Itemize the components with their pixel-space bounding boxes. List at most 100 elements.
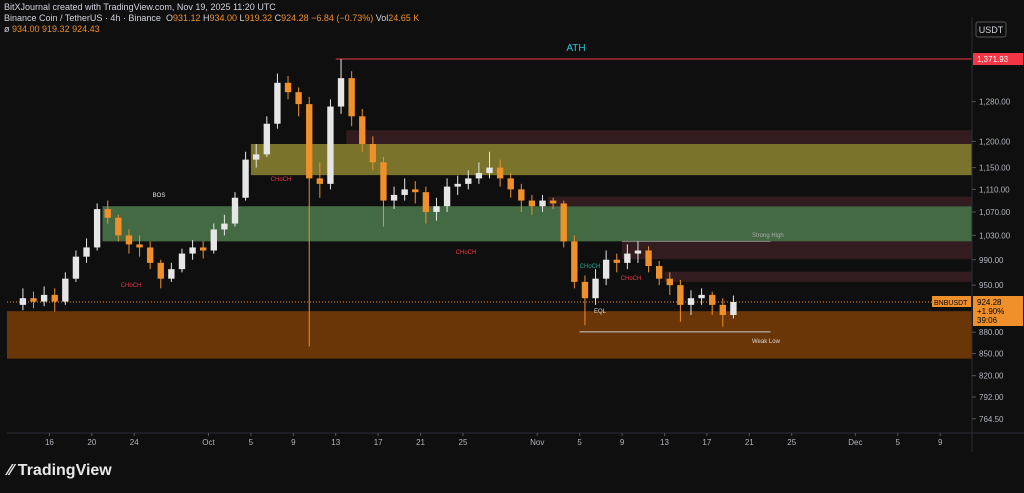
zone: [7, 311, 972, 359]
candle-body: [231, 197, 239, 224]
candle-body: [104, 209, 111, 218]
candle-body: [40, 294, 48, 302]
x-tick-label: 24: [130, 438, 139, 447]
x-tick-label: 9: [620, 438, 625, 447]
zone: [622, 241, 972, 260]
candle-body: [677, 285, 684, 305]
candle-body: [655, 265, 663, 279]
candle-body: [19, 298, 27, 305]
x-tick-label: 13: [331, 438, 340, 447]
ohlc-row: Binance Coin / TetherUS · 4h · Binance O…: [4, 13, 419, 24]
price-tag-label: 924.28: [977, 298, 1002, 307]
choch-label: CHoCH: [580, 264, 601, 270]
candle-body: [422, 192, 430, 212]
candle-body: [168, 269, 175, 279]
indicator-row: ø 934.00 919.32 924.43: [4, 24, 419, 35]
y-tick-label: 990.00: [979, 256, 1004, 265]
zone: [664, 271, 972, 282]
indicator: ø: [4, 24, 10, 34]
candle-body: [306, 104, 313, 179]
zone: [250, 143, 972, 176]
y-tick-label: 820.00: [979, 372, 1004, 381]
candle-body: [316, 178, 324, 184]
ath-tag: [973, 53, 1023, 66]
y-tick-label: 1,110.00: [979, 185, 1010, 194]
choch-label: CHoCH: [271, 177, 292, 183]
x-tick-label: 25: [459, 438, 468, 447]
y-tick-label: 1,070.00: [979, 208, 1011, 217]
candle-body: [666, 278, 673, 286]
candle-body: [115, 217, 122, 236]
ohlc-key: O: [165, 13, 173, 23]
candle-body: [125, 235, 133, 245]
y-tick-label: 764.50: [979, 415, 1004, 424]
y-tick-label: 1,280.00: [979, 98, 1011, 107]
y-tick-label: 1,200.00: [979, 137, 1011, 146]
candle-body: [93, 209, 101, 248]
candle-body: [178, 253, 186, 270]
header: BitXJournal created with TradingView.com…: [4, 2, 419, 35]
candle-body: [443, 186, 451, 207]
candle-body: [83, 247, 90, 257]
ath-tag-label: 1,371.93: [977, 55, 1009, 64]
candle-body: [571, 241, 578, 282]
candle-body: [295, 92, 302, 105]
price-tag: [973, 296, 1023, 327]
annotations: ATH BOS CHoCH CHoCH CHoCH CHoCH CHoCH St…: [121, 43, 784, 345]
candle-body: [613, 259, 620, 263]
candle-body: [242, 159, 249, 198]
candle-body: [62, 278, 69, 302]
candle-body: [518, 189, 525, 201]
candle-body: [719, 304, 726, 315]
candle-body: [539, 200, 546, 207]
zone: [102, 206, 972, 242]
plot-area: [7, 58, 972, 359]
change-tag: +1.90%: [977, 307, 1004, 316]
candle-body: [412, 189, 419, 193]
candle-body: [592, 278, 599, 299]
candle-body: [51, 294, 58, 302]
candle-body: [284, 82, 292, 93]
brand: TradingView: [17, 462, 112, 479]
chart: USDT ATH BOS CHoCH CHoCH CHoCH CHoCH CHo…: [7, 17, 1024, 452]
zone: [346, 130, 972, 144]
ohlc-value: 924.28: [281, 13, 309, 23]
candle-body: [465, 178, 472, 184]
x-tick-label: 17: [374, 438, 383, 447]
candle-body: [136, 244, 143, 248]
candle-body: [528, 200, 536, 207]
currency: USDT: [979, 25, 1004, 35]
ohlc-value: 934.00: [209, 13, 238, 23]
candle-body: [348, 78, 355, 117]
indicator-values: 934.00 919.32 924.43: [12, 24, 100, 34]
bos-label: BOS: [153, 193, 166, 199]
eql-label: EQL: [594, 309, 607, 315]
x-tick-label: Nov: [530, 438, 544, 447]
y-tick-label: 950.00: [979, 281, 1004, 290]
candle-body: [730, 302, 737, 315]
volume-value: 24.65 K: [388, 13, 420, 23]
x-tick-label: Oct: [202, 438, 215, 447]
candle-body: [560, 203, 567, 242]
credit: BitXJournal created with TradingView.com…: [4, 2, 276, 12]
candle-body: [189, 247, 196, 254]
ohlc-value: 931.12: [172, 13, 201, 23]
candle-body: [263, 123, 270, 155]
x-tick-label: 9: [291, 438, 296, 447]
candle-body: [709, 294, 716, 305]
y-tick-label: 880.00: [979, 328, 1004, 337]
symbol-tag-label: BNBUSDT: [934, 300, 968, 307]
change: −6.84 (−0.73%): [311, 13, 374, 23]
symbol: Binance Coin / TetherUS · 4h · Binance: [4, 13, 161, 23]
x-tick-label: 5: [577, 438, 582, 447]
x-tick-label: 21: [745, 438, 754, 447]
candle-body: [359, 116, 366, 144]
x-tick-label: 13: [660, 438, 669, 447]
x-tick-label: 9: [938, 438, 943, 447]
ohlc-key: L: [239, 13, 245, 23]
ohlc-key: H: [203, 13, 210, 23]
candle-body: [687, 298, 695, 305]
x-tick-label: Dec: [848, 438, 862, 447]
candle-body: [698, 294, 705, 299]
